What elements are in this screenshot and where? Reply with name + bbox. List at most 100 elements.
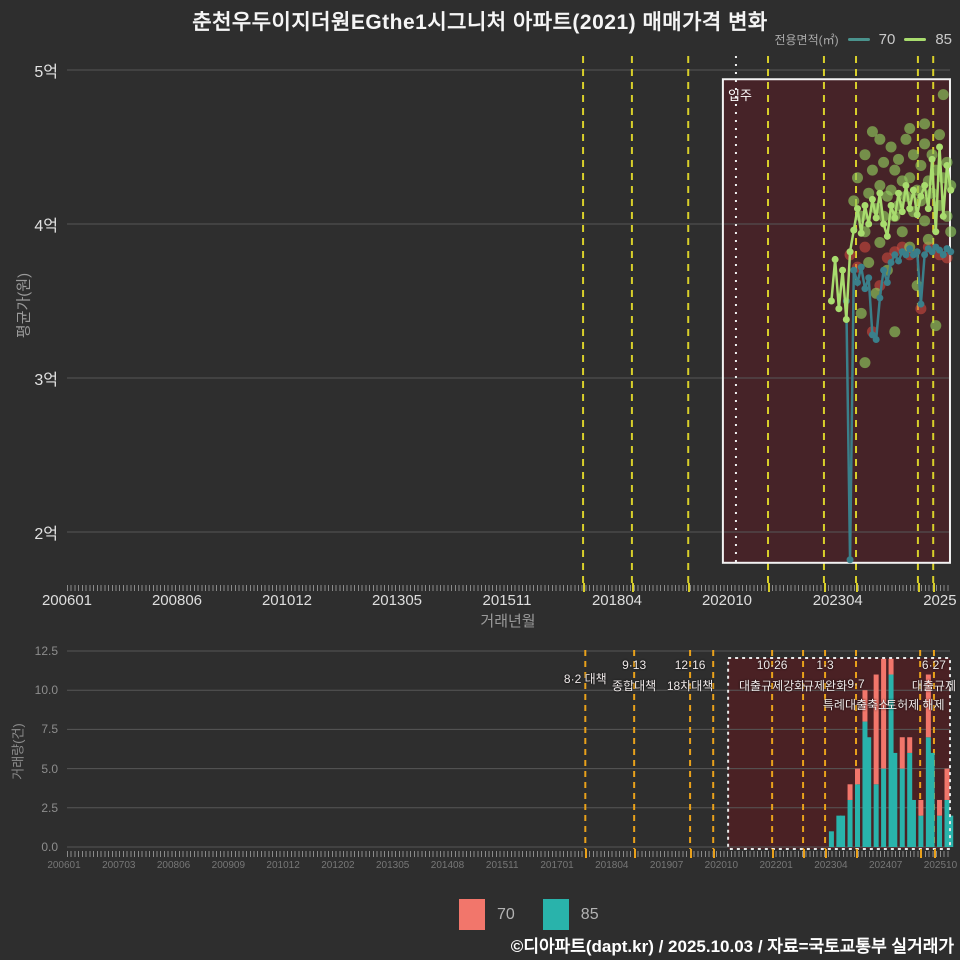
- avg-price-marker-70: [913, 248, 921, 256]
- policy-annotation: 10·26: [756, 658, 788, 672]
- sale-point-85: [866, 126, 878, 138]
- sale-point-85: [863, 187, 875, 199]
- sale-point-85: [874, 236, 886, 248]
- avg-price-marker-85: [883, 232, 891, 240]
- avg-price-marker-85: [876, 189, 884, 197]
- avg-price-marker-70: [872, 336, 880, 343]
- volume-bar-85: [944, 799, 950, 847]
- move-in-box-border: [721, 78, 951, 564]
- legend-swatch-85-icon: [542, 899, 569, 930]
- avg-price-marker-70: [861, 285, 869, 293]
- event-tick-icon: [690, 849, 693, 858]
- volume-bar-70: [881, 658, 887, 769]
- volume-legend-label-70: 70: [497, 905, 515, 923]
- price-x-tick-label: 202304: [812, 592, 863, 609]
- highlight-box-border: [727, 657, 951, 850]
- sale-point-85: [893, 153, 905, 165]
- event-tick-icon: [917, 583, 920, 592]
- volume-bar-85: [847, 799, 853, 847]
- avg-price-marker-85: [913, 211, 921, 219]
- event-tick-icon: [768, 583, 770, 592]
- credit-footer: ©디아파트(dapt.kr) / 2025.10.03 / 자료=국토교통부 실…: [510, 937, 954, 956]
- price-x-tick-label: 201804: [591, 592, 643, 609]
- avg-price-marker-85: [865, 220, 873, 228]
- sale-point-85: [866, 164, 878, 176]
- volume-x-tick-label: 200806: [156, 860, 191, 871]
- volume-y-tick-label: 7.5: [41, 722, 58, 737]
- price-x-tick-label: 201511: [482, 592, 532, 609]
- sale-point-85: [896, 226, 908, 238]
- volume-bar-85: [836, 815, 842, 847]
- legend-label-70: 70: [878, 31, 896, 48]
- price-x-tick-label: 201012: [261, 592, 313, 609]
- volume-bar-70: [855, 768, 861, 785]
- avg-price-marker-70: [902, 251, 910, 259]
- volume-x-tick-label: 201804: [595, 860, 629, 871]
- avg-price-marker-85: [839, 266, 847, 274]
- sale-point-85: [904, 172, 916, 184]
- volume-y-tick-label: 5.0: [41, 761, 58, 776]
- volume-y-tick-label: 12.5: [34, 644, 58, 658]
- sale-point-85: [855, 307, 867, 319]
- sale-point-85: [922, 233, 934, 245]
- event-tick-icon: [713, 849, 716, 858]
- avg-price-marker-85: [854, 205, 862, 213]
- sale-point-85: [919, 118, 931, 130]
- volume-bar-85: [925, 737, 931, 847]
- volume-x-tick-label: 201202: [321, 860, 355, 871]
- volume-x-tick-label: 200703: [102, 860, 136, 871]
- policy-annotation: 9·13: [622, 658, 647, 672]
- volume-bar-85: [862, 721, 868, 847]
- avg-price-marker-70: [883, 279, 891, 287]
- event-tick-icon: [856, 849, 858, 858]
- volume-x-tick-label: 202510: [923, 860, 958, 871]
- sale-point-85: [848, 195, 860, 207]
- policy-annotation: 대출규제: [911, 679, 957, 693]
- sale-point-85: [934, 129, 946, 141]
- avg-price-marker-70: [921, 251, 929, 259]
- avg-price-marker-85: [909, 186, 917, 194]
- volume-bar-85: [918, 815, 924, 847]
- event-tick-icon: [688, 583, 691, 592]
- move-in-box-label: 입주: [728, 88, 752, 103]
- price-x-axis-title: 거래년월: [480, 613, 536, 630]
- sale-point-85: [889, 164, 901, 176]
- area-legend: 전용면적(㎡) 70 85: [774, 31, 952, 48]
- sale-point-85: [878, 156, 890, 168]
- avg-price-marker-85: [831, 255, 839, 263]
- avg-price-marker-85: [857, 229, 865, 237]
- avg-price-marker-85: [928, 155, 936, 163]
- volume-x-tick-label: 201012: [266, 860, 300, 871]
- volume-bar-70: [944, 768, 950, 800]
- sale-point-85: [885, 184, 897, 196]
- event-tick-icon: [825, 849, 828, 858]
- avg-price-marker-70: [880, 266, 888, 274]
- volume-bar-85: [888, 674, 894, 847]
- avg-price-marker-85: [924, 205, 932, 213]
- volume-bar-70: [925, 674, 931, 738]
- volume-x-tick-label: 201511: [485, 860, 519, 871]
- event-tick-icon: [920, 849, 923, 858]
- sale-point-85: [889, 326, 901, 338]
- volume-bar-85: [881, 768, 887, 847]
- avg-price-marker-85: [917, 192, 925, 200]
- volume-x-tick-label: 201701: [540, 860, 574, 871]
- price-x-tick-label: 200806: [151, 592, 203, 609]
- policy-annotation: 1·3: [816, 658, 834, 672]
- event-tick-icon: [631, 583, 634, 592]
- event-tick-icon: [772, 849, 775, 858]
- policy-annotation: 종합대책: [612, 679, 657, 693]
- sale-point-85: [874, 180, 886, 191]
- price-y-tick-label: 4억: [34, 218, 58, 235]
- avg-price-marker-85: [891, 214, 899, 222]
- sale-point-85: [852, 172, 864, 184]
- volume-x-tick-label: 202407: [869, 860, 903, 871]
- price-y-tick-label: 5억: [34, 64, 58, 81]
- sale-point-85: [904, 123, 916, 135]
- volume-bar-85: [937, 815, 943, 847]
- avg-price-marker-70: [865, 274, 873, 282]
- avg-price-marker-85: [880, 220, 888, 228]
- volume-bar-85: [929, 752, 935, 847]
